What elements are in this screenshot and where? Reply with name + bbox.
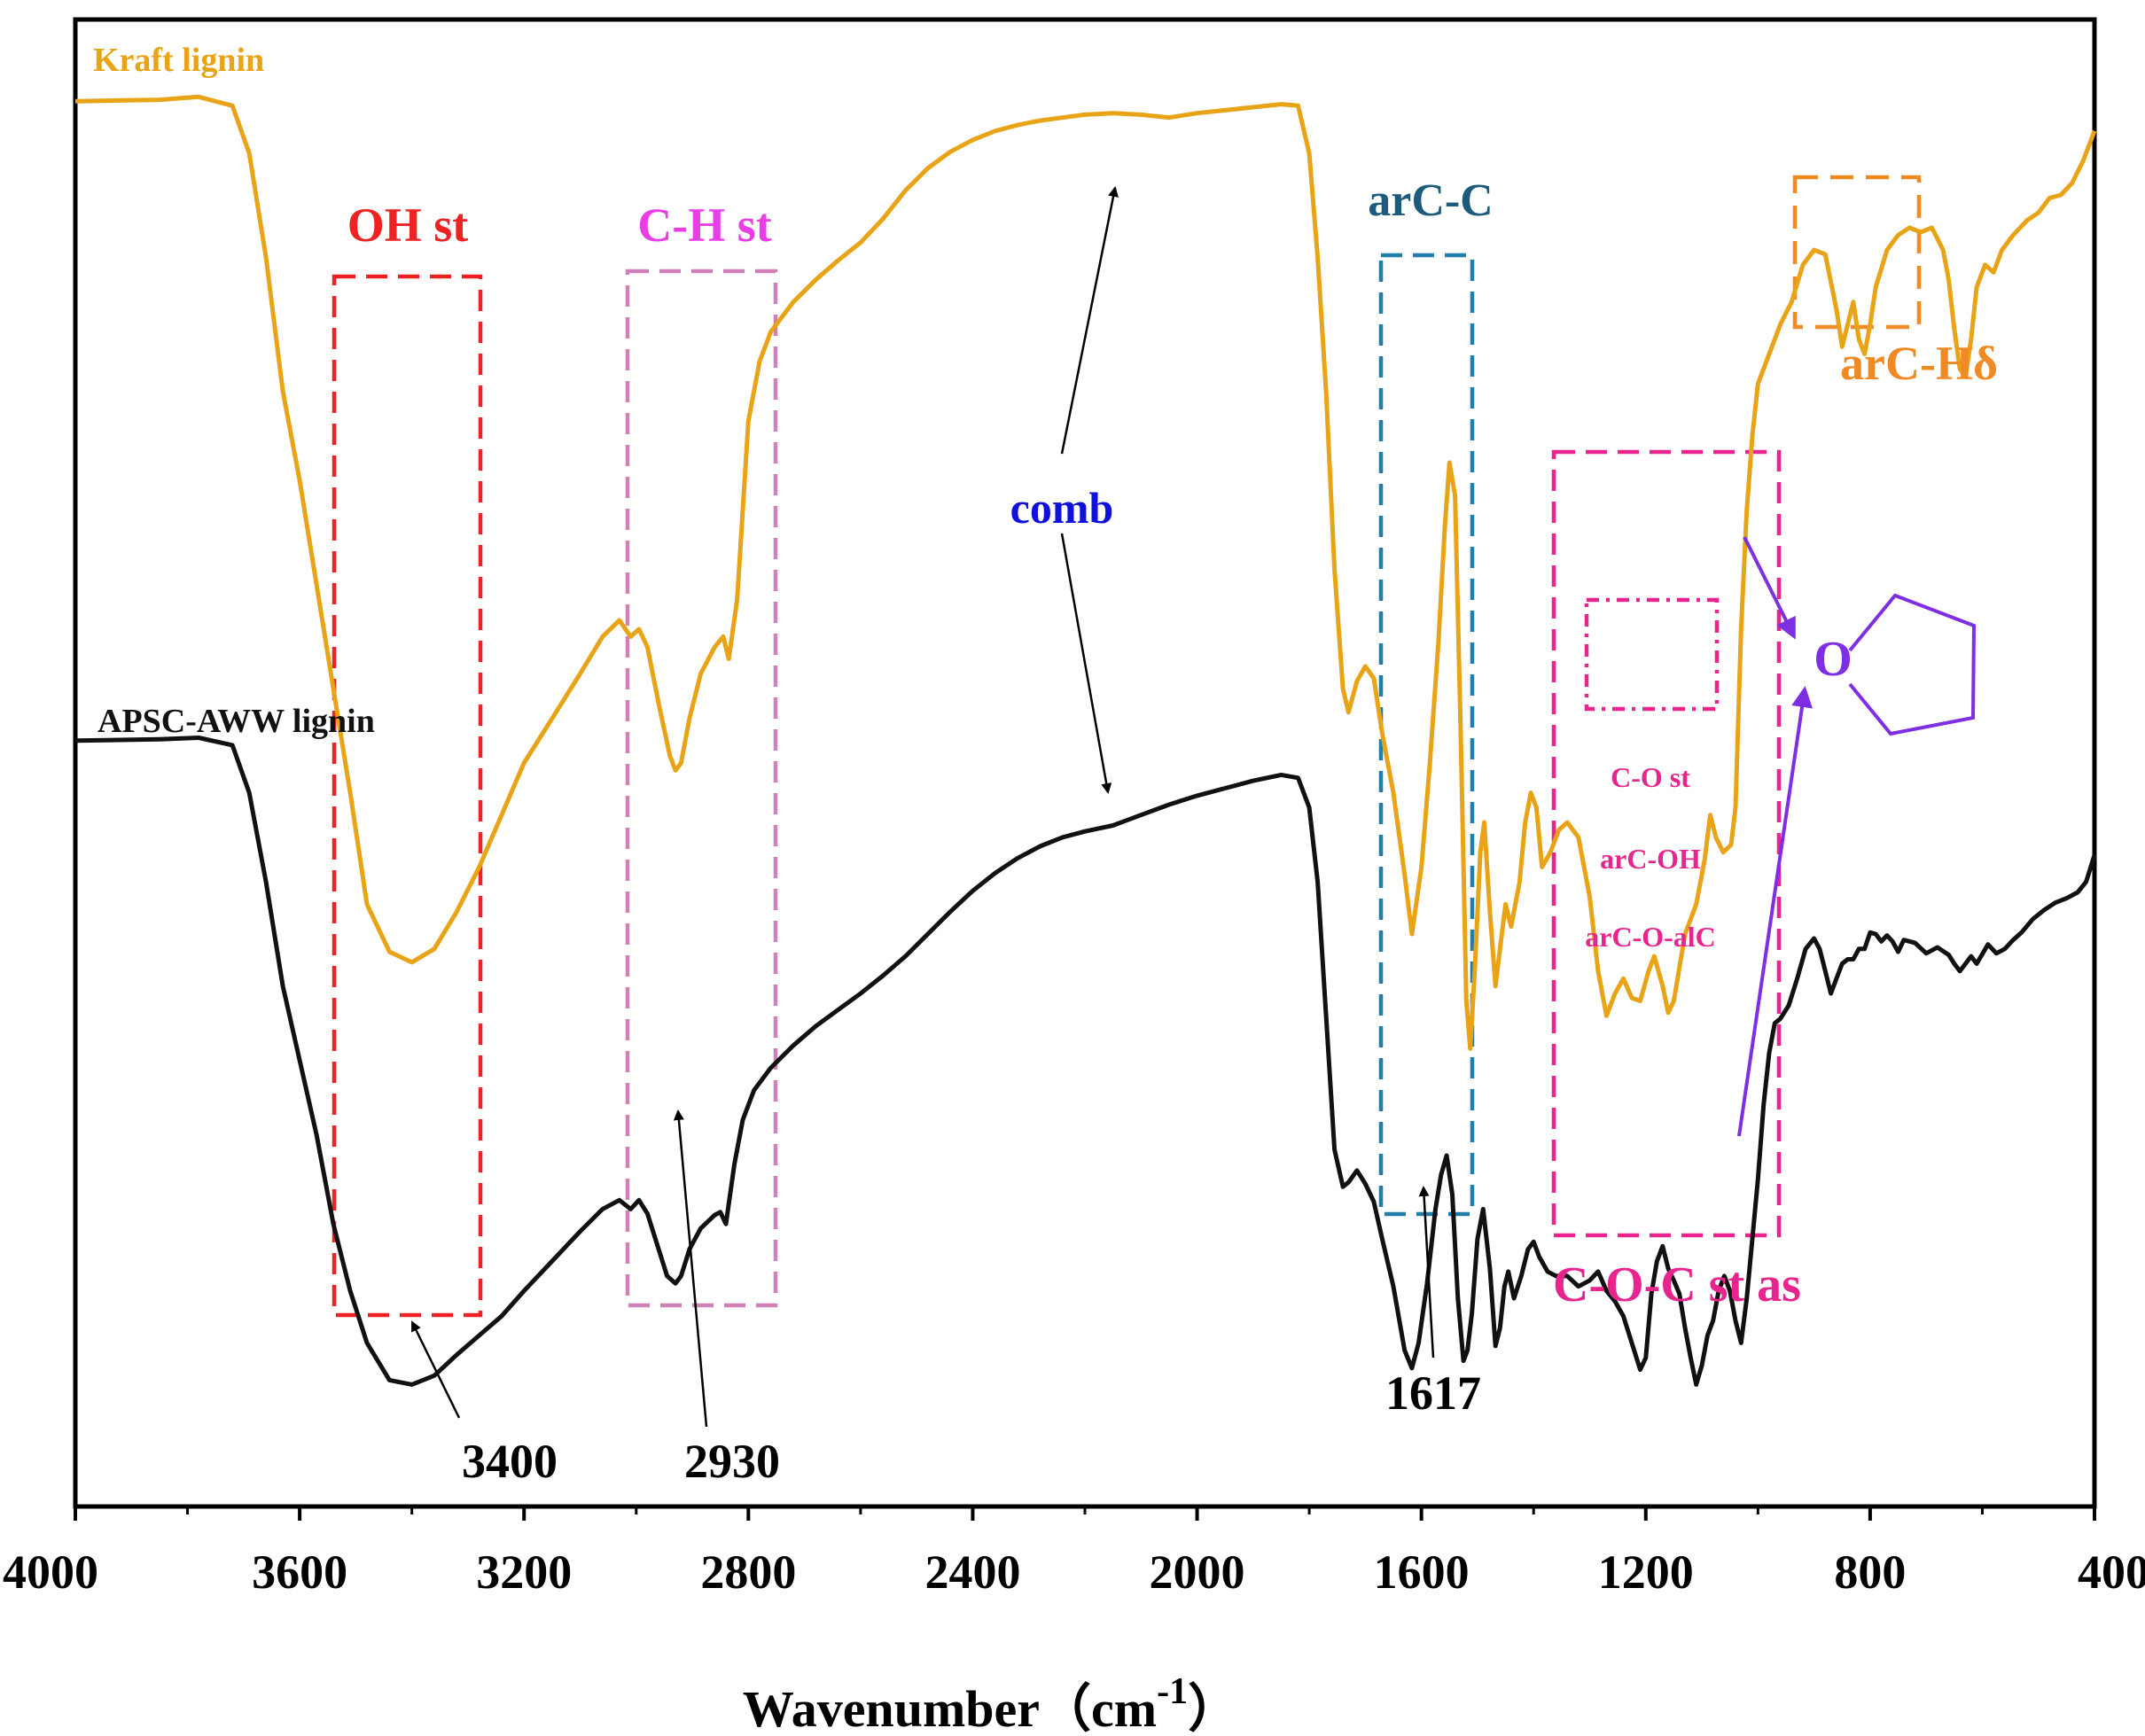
x-tick-label-1600: 1600 — [1374, 1545, 1470, 1599]
label-arcc: arC-C — [1368, 175, 1494, 226]
arrow-2930 — [673, 1109, 708, 1428]
x-tick-label-3600: 3600 — [252, 1545, 347, 1599]
x-axis-title-close-paren: ） — [1188, 1680, 1239, 1736]
series-line-apsc-aww-lignin — [74, 736, 2097, 1387]
peak-label-2930: 2930 — [684, 1435, 780, 1488]
ring-oxygen-label: O — [1814, 632, 1852, 687]
label-arch-delta: arC-Hδ — [1840, 337, 1998, 390]
ring-arrow-from-kraft — [1743, 536, 1796, 640]
legend-kraft-lignin: Kraft lignin — [93, 42, 264, 79]
arrow-comb-down — [1060, 533, 1112, 794]
label-ch-st: C-H st — [637, 199, 771, 252]
series-line-kraft-lignin — [74, 94, 2097, 1051]
arrow-comb-up — [1060, 186, 1119, 455]
arrow-3400 — [410, 1320, 461, 1419]
label-co-st: C-O st — [1611, 761, 1690, 793]
annotation-arrows — [410, 186, 1435, 1428]
x-tick-label-2800: 2800 — [700, 1545, 796, 1599]
x-axis-tick-labels: 4000 3600 3200 2800 2400 2000 1600 1200 800 400 — [3, 1545, 2145, 1599]
x-axis-ticks — [74, 1506, 2096, 1521]
x-tick-label-2000: 2000 — [1150, 1545, 1245, 1599]
legend-apsc-aww-lignin: APSC-AWW lignin — [98, 703, 375, 740]
coc-st-as-box — [1551, 449, 1782, 1238]
x-tick-label-4000: 4000 — [3, 1545, 98, 1599]
label-aroh: arC-OH — [1600, 843, 1701, 875]
ring-bonds — [1848, 593, 1977, 736]
label-comb: comb — [1010, 483, 1114, 533]
co-st-inner-box — [1584, 597, 1720, 712]
x-axis-title-superscript: -1 — [1157, 1671, 1188, 1712]
x-tick-label-400: 400 — [2078, 1545, 2145, 1599]
label-coc-st-as: C-O-C st as — [1553, 1257, 1801, 1312]
arrow-1617 — [1418, 1186, 1435, 1358]
label-aroalc: arC-O-alC — [1585, 921, 1716, 953]
tetrahydrofuran-ring-icon: O — [1814, 593, 1977, 736]
peak-label-1617: 1617 — [1385, 1366, 1481, 1420]
ring-arrows — [1737, 536, 1813, 1137]
oh-st-box — [332, 274, 483, 1318]
x-axis-title: Wavenumber（cm-1） — [743, 1671, 1239, 1736]
ch-st-box — [625, 269, 778, 1308]
label-oh-st: OH st — [347, 199, 469, 252]
ring-arrow-from-apsc — [1737, 686, 1813, 1137]
annotation-labels: Kraft lignin APSC-AWW lignin OH st C-H s… — [93, 42, 1998, 1488]
x-tick-label-2400: 2400 — [924, 1545, 1020, 1599]
x-tick-label-3200: 3200 — [476, 1545, 572, 1599]
annotation-boxes — [332, 175, 1922, 1318]
x-tick-label-1200: 1200 — [1598, 1545, 1694, 1599]
x-tick-label-800: 800 — [1834, 1545, 1906, 1599]
arcc-box — [1378, 253, 1475, 1217]
peak-label-3400: 3400 — [462, 1435, 558, 1488]
